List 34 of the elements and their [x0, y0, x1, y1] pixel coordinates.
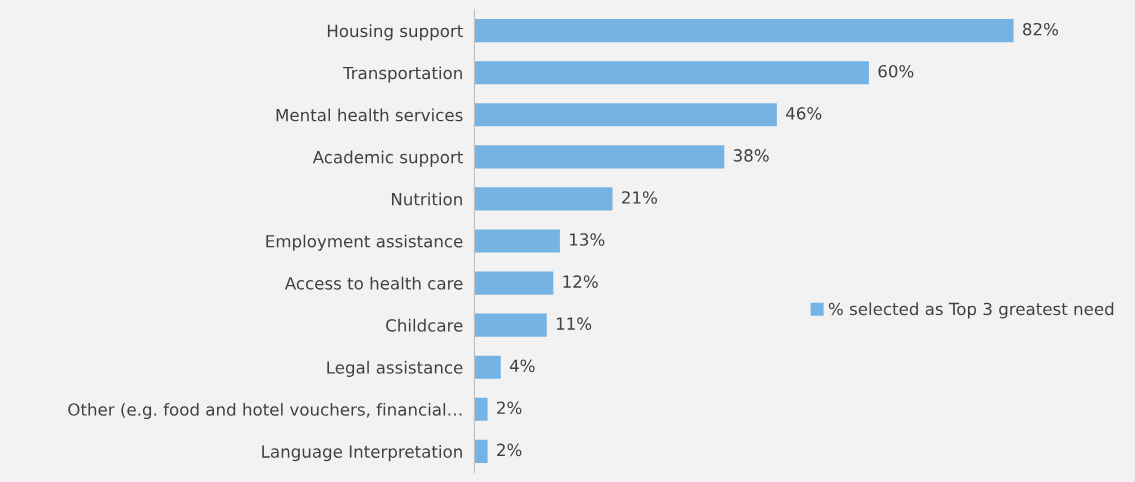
y-tick-label: Mental health services	[276, 108, 463, 122]
data-label: 2%	[497, 443, 522, 457]
data-label: 38%	[733, 149, 769, 162]
legend-label: % selected as Top 3 greatest need	[828, 302, 1114, 319]
bar	[474, 397, 488, 421]
y-tick-label: Academic support	[312, 150, 463, 167]
bar	[474, 355, 501, 379]
y-tick-label: Language Interpretation	[262, 445, 462, 462]
data-label: 46%	[786, 107, 822, 120]
data-label: 13%	[570, 233, 605, 246]
bar	[474, 271, 554, 295]
y-tick-label: Legal assistance	[327, 360, 463, 377]
y-tick-label: Other (e.g. food and hotel vouchers, financial…	[68, 402, 462, 420]
bar	[474, 145, 725, 169]
bar	[474, 439, 488, 463]
y-tick-label: Access to health care	[284, 276, 463, 290]
data-label: 4%	[509, 359, 535, 373]
y-tick-label: Housing support	[327, 24, 463, 41]
bar	[474, 229, 560, 253]
data-label: 12%	[563, 275, 598, 288]
data-label: 60%	[878, 64, 914, 78]
y-tick-label: Employment assistance	[266, 234, 463, 251]
bar	[474, 187, 613, 211]
bar	[474, 61, 869, 85]
bar	[474, 19, 1014, 43]
data-label: 21%	[622, 191, 657, 204]
bar	[474, 103, 777, 127]
data-label: 82%	[1023, 22, 1059, 36]
y-tick-label: Nutrition	[391, 192, 462, 206]
bar	[474, 313, 547, 337]
y-tick-label: Childcare	[386, 318, 463, 332]
y-tick-label: Transportation	[342, 66, 462, 83]
data-label: 2%	[497, 401, 522, 415]
data-label: 11%	[556, 317, 592, 330]
